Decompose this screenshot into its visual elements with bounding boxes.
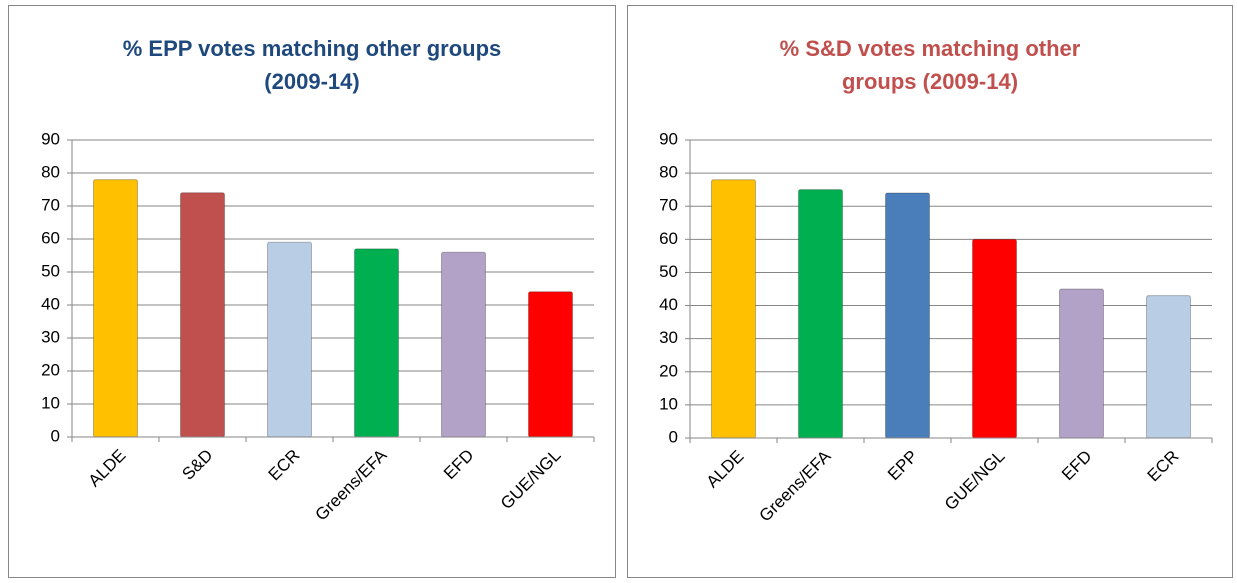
y-tick-label: 20 bbox=[659, 361, 678, 380]
bar bbox=[972, 238, 1017, 439]
chart-title: % S&D votes matching other bbox=[780, 36, 1081, 61]
y-tick-label: 10 bbox=[41, 393, 60, 412]
chart-title: groups (2009-14) bbox=[842, 69, 1018, 94]
chart-title: (2009-14) bbox=[264, 69, 359, 94]
chart-title: % EPP votes matching other groups bbox=[123, 36, 502, 61]
y-tick-label: 70 bbox=[659, 196, 678, 215]
bar bbox=[885, 192, 930, 439]
y-tick-label: 70 bbox=[41, 195, 60, 214]
y-tick-label: 50 bbox=[659, 262, 678, 281]
y-tick-label: 40 bbox=[41, 294, 60, 313]
y-tick-label: 90 bbox=[659, 129, 678, 148]
y-tick-label: 60 bbox=[41, 228, 60, 247]
y-tick-label: 80 bbox=[41, 162, 60, 181]
y-tick-label: 60 bbox=[659, 229, 678, 248]
bar bbox=[354, 248, 399, 438]
bar bbox=[180, 192, 225, 438]
bar bbox=[711, 179, 756, 439]
y-tick-label: 50 bbox=[41, 261, 60, 280]
y-tick-label: 30 bbox=[659, 328, 678, 347]
bar bbox=[798, 189, 843, 439]
y-tick-label: 40 bbox=[659, 295, 678, 314]
bar bbox=[528, 291, 573, 438]
y-tick-label: 0 bbox=[669, 427, 678, 446]
y-tick-label: 0 bbox=[51, 426, 60, 445]
bar bbox=[441, 251, 486, 438]
y-tick-label: 80 bbox=[659, 163, 678, 182]
bar bbox=[1146, 295, 1191, 439]
y-tick-label: 10 bbox=[659, 394, 678, 413]
y-tick-label: 90 bbox=[41, 129, 60, 148]
bar bbox=[93, 179, 138, 438]
bar bbox=[1059, 288, 1104, 439]
bar bbox=[267, 241, 312, 438]
y-tick-label: 30 bbox=[41, 327, 60, 346]
y-tick-label: 20 bbox=[41, 360, 60, 379]
